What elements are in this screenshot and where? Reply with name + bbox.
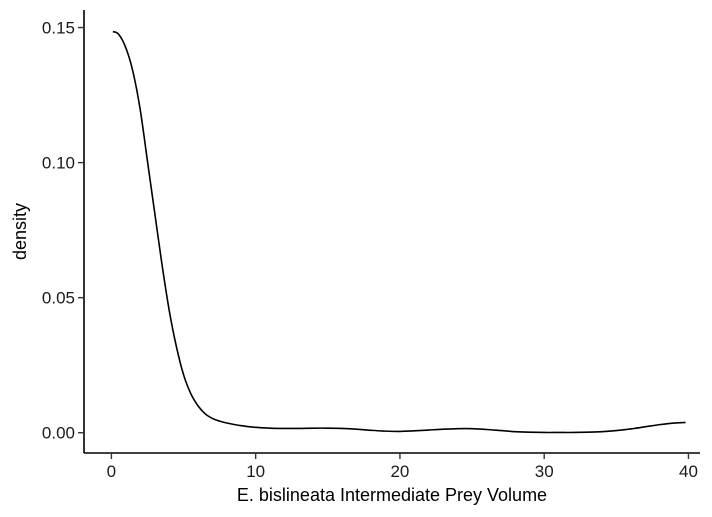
x-tick-label: 20	[390, 462, 409, 481]
density-curve-0	[112, 30, 686, 434]
y-tick-label: 0.00	[42, 424, 75, 443]
y-axis-title: density	[10, 203, 30, 260]
y-axis-ticks: 0.00 0.05 0.10 0.15	[42, 19, 84, 443]
y-tick-label: 0.05	[42, 289, 75, 308]
plot-marks	[112, 30, 686, 434]
x-tick-label: 30	[535, 462, 554, 481]
x-tick-label: 40	[679, 462, 698, 481]
x-tick-label: 10	[246, 462, 265, 481]
x-axis-ticks: 0 10 20 30 40	[107, 453, 698, 481]
x-axis-title: E. bislineata Intermediate Prey Volume	[237, 485, 547, 505]
y-tick-label: 0.10	[42, 154, 75, 173]
x-tick-label: 0	[107, 462, 116, 481]
y-tick-label: 0.15	[42, 19, 75, 38]
